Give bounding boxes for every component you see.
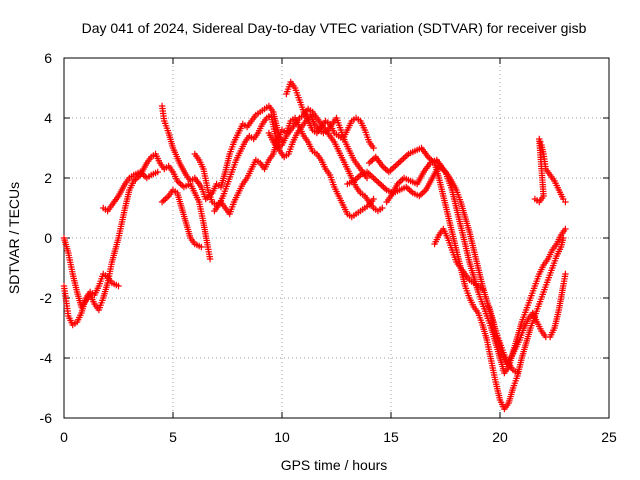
data-point xyxy=(562,270,569,278)
x-tick-label: 25 xyxy=(601,429,617,445)
data-point xyxy=(370,195,377,203)
data-point xyxy=(419,189,426,197)
data-point xyxy=(387,167,394,174)
data-point xyxy=(366,159,373,167)
data-point xyxy=(404,185,412,192)
data-point xyxy=(536,135,543,143)
data-point xyxy=(397,177,405,185)
data-points xyxy=(60,78,569,413)
grid xyxy=(64,58,609,418)
data-point xyxy=(158,198,166,206)
data-point xyxy=(370,144,377,152)
data-point xyxy=(198,243,205,251)
data-point xyxy=(206,255,214,263)
y-tick-label: -2 xyxy=(40,290,53,306)
series-track-3 xyxy=(100,168,161,215)
data-point xyxy=(163,194,171,201)
series-track-11 xyxy=(366,144,567,413)
x-tick-label: 10 xyxy=(274,429,290,445)
data-point xyxy=(392,162,399,170)
data-point xyxy=(514,369,521,377)
chart-title: Day 041 of 2024, Sidereal Day-to-day VTE… xyxy=(82,20,587,36)
data-point xyxy=(562,198,569,206)
data-point xyxy=(370,174,377,182)
data-point xyxy=(562,225,569,233)
data-point xyxy=(380,183,387,191)
y-tick-label: 4 xyxy=(44,110,52,126)
data-point xyxy=(376,180,384,188)
data-point xyxy=(363,174,371,182)
data-point xyxy=(177,180,184,188)
series-track-15 xyxy=(531,135,569,206)
data-point xyxy=(537,138,544,146)
x-tick-label: 5 xyxy=(169,429,177,445)
data-point xyxy=(479,285,486,293)
data-point xyxy=(382,165,389,173)
y-tick-label: -6 xyxy=(40,410,53,426)
data-point xyxy=(417,191,425,198)
y-tick-label: 0 xyxy=(44,230,52,246)
series-track-14 xyxy=(485,270,569,368)
data-point xyxy=(115,282,122,290)
data-point xyxy=(367,171,374,179)
x-tick-label: 15 xyxy=(383,429,399,445)
data-point xyxy=(162,195,169,203)
data-point xyxy=(154,168,161,176)
data-point xyxy=(369,156,376,164)
series-track-2 xyxy=(60,270,122,329)
tick-labels: 0 5 10 15 20 25 -6 -4 -2 0 2 4 6 xyxy=(40,50,617,445)
data-point xyxy=(379,204,386,212)
series-track-5 xyxy=(158,186,205,251)
data-point xyxy=(393,161,401,168)
x-tick-label: 0 xyxy=(60,429,68,445)
data-point xyxy=(388,165,396,173)
data-point xyxy=(375,179,382,186)
data-point xyxy=(560,234,567,242)
data-point xyxy=(406,186,413,194)
data-point xyxy=(373,177,381,185)
data-point xyxy=(400,155,407,162)
y-tick-label: 6 xyxy=(44,50,52,66)
data-point xyxy=(398,156,406,164)
data-point xyxy=(378,182,385,189)
data-point xyxy=(380,164,388,171)
data-point xyxy=(367,158,375,165)
y-tick-label: -4 xyxy=(40,350,53,366)
data-point xyxy=(160,197,167,204)
data-point xyxy=(401,153,409,161)
data-point xyxy=(368,173,376,180)
series-track-4 xyxy=(158,102,286,203)
x-tick-label: 20 xyxy=(492,429,508,445)
y-axis-title: SDTVAR / TECUs xyxy=(6,182,22,294)
data-point xyxy=(371,176,379,183)
data-point xyxy=(397,158,404,165)
data-point xyxy=(390,164,397,171)
series-track-9 xyxy=(265,105,386,215)
data-point xyxy=(133,174,141,182)
series-track-13 xyxy=(431,225,486,293)
data-point xyxy=(395,159,402,167)
y-tick-label: 2 xyxy=(44,170,52,186)
x-axis-title: GPS time / hours xyxy=(281,457,388,473)
